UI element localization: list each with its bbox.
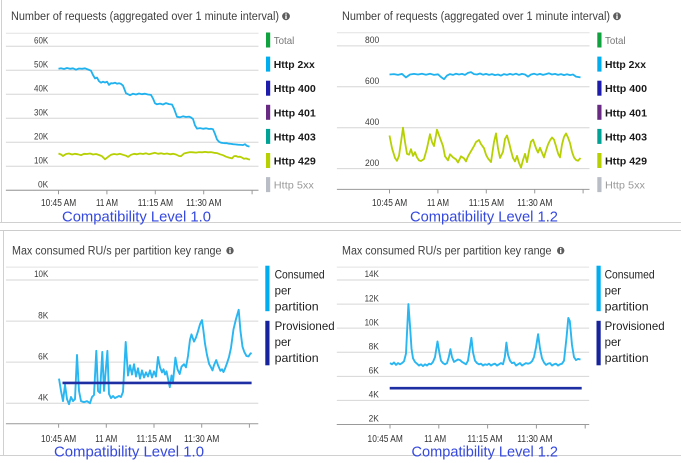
svg-text:11:30 AM: 11:30 AM	[517, 198, 552, 209]
svg-text:partition: partition	[605, 351, 649, 365]
svg-text:14K: 14K	[365, 269, 380, 280]
svg-text:40K: 40K	[34, 83, 49, 94]
svg-text:partition: partition	[275, 351, 319, 365]
svg-text:partition: partition	[605, 299, 649, 313]
svg-text:11:30 AM: 11:30 AM	[186, 198, 221, 209]
svg-text:per: per	[605, 335, 622, 349]
svg-text:Compatibility Level 1.2: Compatibility Level 1.2	[412, 445, 559, 461]
svg-text:Http 429: Http 429	[274, 156, 316, 168]
svg-text:Number of requests (aggregated: Number of requests (aggregated over 1 mi…	[11, 11, 279, 23]
svg-text:2K: 2K	[369, 414, 380, 425]
svg-text:Http 400: Http 400	[274, 83, 316, 95]
svg-text:per: per	[275, 283, 292, 297]
svg-text:11 AM: 11 AM	[427, 198, 449, 209]
svg-text:Http 400: Http 400	[605, 83, 647, 95]
svg-text:Total: Total	[274, 35, 295, 47]
svg-text:Http 429: Http 429	[605, 156, 647, 168]
svg-text:Http 403: Http 403	[274, 131, 316, 143]
svg-text:per: per	[605, 283, 622, 297]
svg-text:Compatibility Level 1.0: Compatibility Level 1.0	[54, 445, 204, 461]
svg-text:10K: 10K	[365, 317, 380, 328]
svg-text:8K: 8K	[369, 341, 380, 352]
svg-text:400: 400	[365, 117, 379, 128]
svg-text:Http 403: Http 403	[605, 131, 647, 143]
svg-text:Http 5xx: Http 5xx	[605, 180, 646, 192]
svg-text:800: 800	[365, 35, 379, 46]
svg-text:Max consumed RU/s per partitio: Max consumed RU/s per partition key rang…	[342, 246, 552, 258]
svg-text:60K: 60K	[34, 35, 49, 46]
svg-text:11 AM: 11 AM	[95, 434, 117, 445]
svg-text:Consumed: Consumed	[275, 267, 325, 281]
svg-text:Http 2xx: Http 2xx	[274, 59, 315, 71]
svg-text:Http 401: Http 401	[605, 107, 647, 119]
svg-text:600: 600	[365, 76, 379, 87]
svg-text:11 AM: 11 AM	[424, 434, 446, 445]
svg-text:12K: 12K	[365, 293, 380, 304]
svg-text:10:45 AM: 10:45 AM	[41, 198, 76, 209]
svg-text:6K: 6K	[38, 351, 49, 362]
svg-text:11:15 AM: 11:15 AM	[136, 434, 171, 445]
svg-text:Provisioned: Provisioned	[605, 319, 665, 333]
svg-text:Http 2xx: Http 2xx	[605, 59, 646, 71]
svg-text:Http 5xx: Http 5xx	[274, 180, 315, 192]
svg-text:11:30 AM: 11:30 AM	[517, 434, 552, 445]
svg-text:10:45 AM: 10:45 AM	[368, 434, 403, 445]
svg-text:10:45 AM: 10:45 AM	[372, 198, 407, 209]
svg-text:11:15 AM: 11:15 AM	[469, 198, 504, 209]
svg-text:50K: 50K	[34, 59, 49, 70]
svg-text:8K: 8K	[38, 310, 49, 321]
svg-text:10K: 10K	[34, 269, 49, 280]
svg-text:Total: Total	[605, 35, 626, 47]
svg-text:4K: 4K	[38, 392, 49, 403]
svg-text:11 AM: 11 AM	[96, 198, 118, 209]
svg-text:10K: 10K	[34, 156, 49, 167]
svg-text:11:30 AM: 11:30 AM	[184, 434, 219, 445]
svg-text:Compatibility Level 1.2: Compatibility Level 1.2	[410, 210, 558, 226]
svg-text:partition: partition	[275, 299, 319, 313]
svg-text:Consumed: Consumed	[605, 267, 655, 281]
svg-text:per: per	[275, 335, 292, 349]
svg-text:200: 200	[365, 158, 379, 169]
svg-text:Http 401: Http 401	[274, 107, 316, 119]
svg-text:10:45 AM: 10:45 AM	[41, 434, 76, 445]
svg-text:11:15 AM: 11:15 AM	[138, 198, 173, 209]
svg-text:30K: 30K	[34, 108, 49, 119]
svg-text:0K: 0K	[38, 180, 49, 191]
svg-text:20K: 20K	[34, 132, 49, 143]
svg-text:Compatibility Level 1.0: Compatibility Level 1.0	[62, 210, 211, 226]
svg-text:6K: 6K	[369, 366, 380, 377]
svg-text:Max consumed RU/s per partitio: Max consumed RU/s per partition key rang…	[12, 246, 222, 258]
svg-text:Provisioned: Provisioned	[275, 319, 335, 333]
svg-text:Number of requests (aggregated: Number of requests (aggregated over 1 mi…	[342, 11, 610, 23]
svg-text:11:15 AM: 11:15 AM	[467, 434, 502, 445]
svg-text:4K: 4K	[369, 390, 380, 401]
